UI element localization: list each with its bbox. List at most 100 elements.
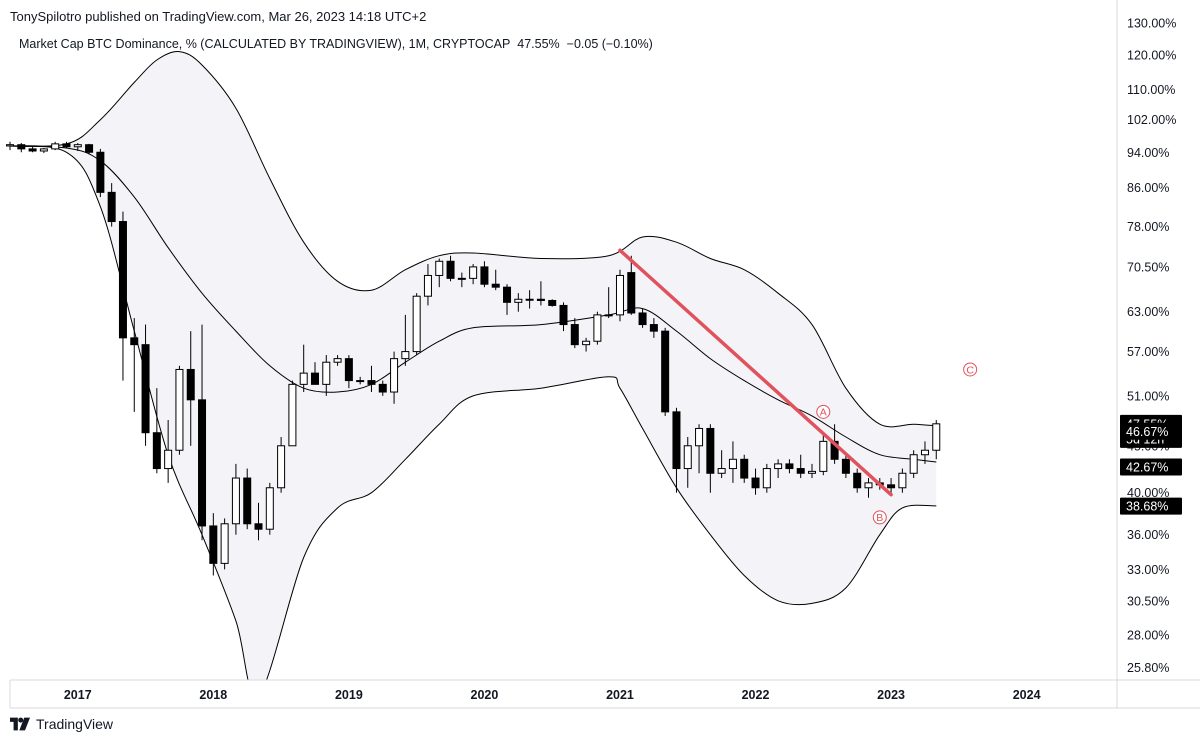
band-fill	[10, 51, 937, 680]
candle-body	[649, 324, 658, 332]
price-label: 38.68%	[1120, 497, 1182, 515]
price-label: 42.67%	[1120, 458, 1182, 476]
candle-body	[503, 286, 512, 303]
candle	[446, 255, 455, 282]
candle-body	[85, 144, 94, 153]
candle	[390, 351, 399, 404]
candle	[265, 482, 274, 535]
y-tick-label: 94.00%	[1127, 146, 1169, 160]
candle-body	[469, 266, 478, 279]
candle	[401, 314, 410, 366]
candle	[841, 454, 850, 479]
y-tick-label: 40.00%	[1127, 486, 1169, 500]
basis-line	[10, 145, 937, 463]
tradingview-logo-icon	[10, 717, 30, 731]
candle-body	[299, 372, 308, 385]
candle-body	[344, 358, 353, 382]
candle	[898, 468, 907, 493]
candle	[220, 518, 229, 570]
candle-body	[570, 324, 579, 346]
candle-body	[559, 304, 568, 326]
candle	[514, 293, 523, 312]
candle-body	[548, 299, 557, 306]
candle	[435, 258, 444, 288]
candle	[118, 211, 127, 381]
candle-body	[457, 277, 466, 280]
candle	[796, 454, 805, 479]
candle-body	[28, 148, 37, 152]
candle-body	[480, 266, 489, 285]
candle-body	[288, 383, 297, 447]
candle	[661, 327, 670, 416]
candle	[322, 355, 331, 396]
lower-band-line	[10, 145, 937, 680]
x-tick-label: 2024	[1013, 688, 1041, 702]
price-label-text: 38.68%	[1126, 500, 1168, 514]
candle-body	[62, 143, 71, 148]
candle-body	[593, 314, 602, 342]
candle-body	[683, 445, 692, 470]
candle	[469, 264, 478, 285]
candle-body	[209, 525, 218, 564]
candle-body	[627, 272, 636, 314]
upper-band-line	[10, 51, 937, 428]
candle	[141, 324, 150, 446]
candle-body	[265, 487, 274, 530]
candle	[785, 459, 794, 474]
time-axis[interactable]: 2017 2018 2019 2020 2021 2022 2023 2024	[64, 688, 1041, 702]
price-label: 46.67%	[1120, 422, 1182, 440]
candle	[920, 441, 929, 464]
candle-body	[141, 344, 150, 434]
candle-body	[536, 298, 545, 301]
price-axis[interactable]: 130.00% 120.00% 110.00% 102.00% 94.00% 86.00%…	[1127, 17, 1176, 675]
candle	[107, 183, 116, 227]
candle	[333, 355, 342, 366]
candle	[356, 376, 365, 385]
x-tick-label: 2020	[471, 688, 499, 702]
candle	[672, 407, 681, 493]
y-tick-label: 63.00%	[1127, 305, 1169, 319]
candle-body	[615, 274, 624, 316]
candle-body	[525, 298, 534, 301]
candle-body	[582, 340, 591, 346]
candle-body	[243, 477, 252, 525]
candle-body	[740, 458, 749, 479]
candle-body	[864, 482, 873, 489]
candle	[503, 284, 512, 315]
candle-body	[333, 358, 342, 363]
candle	[683, 437, 692, 488]
candle	[175, 365, 184, 455]
candle	[5, 141, 15, 151]
candle-body	[638, 312, 647, 326]
y-tick-label: 86.00%	[1127, 181, 1169, 195]
trendline	[618, 248, 893, 497]
candle-body	[514, 298, 523, 303]
candle-body	[186, 368, 195, 401]
candle	[627, 255, 636, 315]
price-label-box	[1120, 422, 1182, 440]
candle	[288, 380, 297, 447]
y-tick-label: 57.00%	[1127, 345, 1169, 359]
price-label-box	[1120, 458, 1182, 476]
candle	[62, 141, 71, 149]
wave-text: B	[876, 512, 883, 524]
candle	[536, 281, 545, 306]
publisher-line: TonySpilotro published on TradingView.co…	[10, 9, 427, 24]
candle	[706, 424, 715, 493]
candle-body	[604, 314, 613, 317]
symbol-title: Market Cap BTC Dominance, % (CALCULATED …	[19, 37, 511, 51]
candle	[186, 331, 195, 446]
candle-body	[378, 383, 387, 393]
candle	[819, 432, 828, 476]
candle	[277, 437, 286, 493]
annotation-layer: A B C	[816, 362, 978, 525]
candle	[51, 141, 60, 151]
candle	[615, 269, 624, 322]
wave-text: C	[966, 364, 974, 376]
candle-body	[412, 295, 421, 353]
candle-body	[220, 523, 229, 564]
candle-body	[118, 221, 127, 339]
candle	[774, 459, 783, 479]
wave-circle	[963, 362, 978, 377]
